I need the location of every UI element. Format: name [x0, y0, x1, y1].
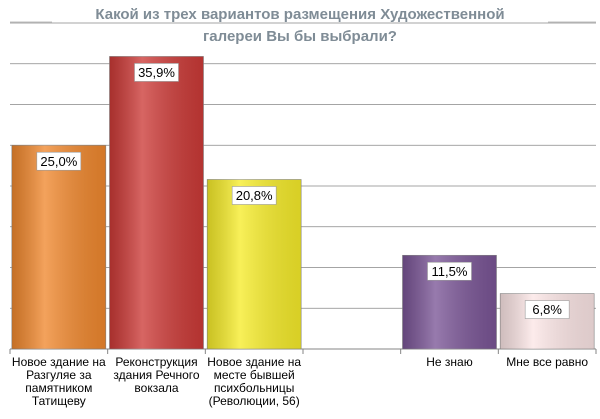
category-label: психбольницы	[214, 381, 294, 395]
data-label-box	[524, 300, 570, 319]
data-label: 25,0%	[40, 154, 77, 169]
bar-shading	[109, 56, 204, 349]
category-label: Мне все равно	[506, 355, 588, 369]
chart-title-line: галереи Вы бы выбрали?	[203, 28, 397, 45]
category-label: (Революции, 56)	[209, 394, 300, 408]
data-label-box	[231, 186, 277, 205]
category-label: Новое здание на	[12, 355, 106, 369]
data-label: 6,8%	[532, 302, 562, 317]
data-label: 35,9%	[138, 65, 175, 80]
data-label: 11,5%	[432, 264, 468, 279]
category-label: Не знаю	[426, 355, 472, 369]
category-label: здания Речного	[113, 368, 199, 382]
category-label: памятником	[25, 381, 92, 395]
gridlines	[9, 22, 597, 354]
chart-title-line: Какой из трех вариантов размещения Худож…	[95, 6, 504, 23]
data-label: 20,8%	[236, 188, 273, 203]
bars	[11, 56, 595, 350]
category-label: вокзала	[134, 381, 178, 395]
data-label-box	[427, 261, 472, 281]
data-labels: 25,0% 35,9% 20,8% 11,5% 6,8%	[36, 63, 570, 319]
category-label: Татищеву	[32, 394, 86, 408]
category-label: Новое здание на	[207, 355, 301, 369]
data-label-box	[36, 151, 82, 171]
bar-shading	[11, 145, 106, 349]
category-label: месте бывшей	[214, 368, 295, 382]
chart-title: Какой из трех вариантов размещения Худож…	[10, 6, 596, 45]
data-label-box	[134, 63, 179, 82]
bar-shading	[207, 179, 302, 349]
category-label: Реконструкция	[115, 355, 197, 369]
category-label: Разгуляе за	[26, 368, 92, 382]
